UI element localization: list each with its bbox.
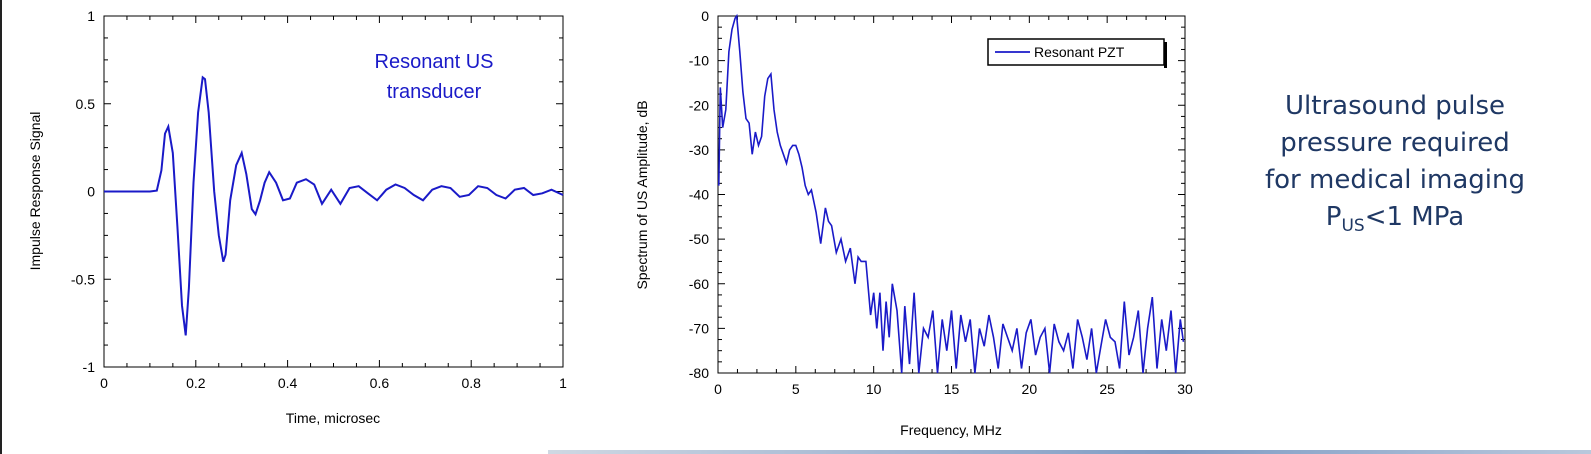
note-line-4: PUS<1 MPa bbox=[1200, 199, 1590, 236]
tick-group bbox=[717, 15, 1186, 374]
y-axis-label: Impulse Response Signal bbox=[27, 112, 43, 271]
x-tick-label: 25 bbox=[1099, 381, 1115, 397]
x-tick-label: 10 bbox=[866, 381, 882, 397]
y-tick-label: -20 bbox=[689, 97, 709, 113]
pressure-symbol: P bbox=[1325, 202, 1342, 232]
x-tick-label: 15 bbox=[944, 381, 960, 397]
y-tick-label: -70 bbox=[689, 320, 709, 336]
x-tick-label: 0.8 bbox=[461, 375, 481, 391]
note-line-1: Ultrasound pulse bbox=[1285, 91, 1505, 121]
y-tick-label: -30 bbox=[689, 142, 709, 158]
y-tick-label: -50 bbox=[689, 231, 709, 247]
y-tick-label: -60 bbox=[689, 276, 709, 292]
x-tick-label: 5 bbox=[792, 381, 800, 397]
y-tick-label: 0 bbox=[87, 184, 95, 200]
y-tick-label: -10 bbox=[689, 53, 709, 69]
x-tick-label: 0.6 bbox=[370, 375, 390, 391]
y-tick-label: -0.5 bbox=[71, 271, 95, 287]
y-tick-label: 0.5 bbox=[76, 96, 96, 112]
y-tick-label: 0 bbox=[701, 8, 709, 24]
series-line bbox=[104, 75, 564, 336]
x-tick-label: 0 bbox=[100, 375, 108, 391]
x-tick-label: 0.4 bbox=[278, 375, 298, 391]
side-note: Ultrasound pulse pressure required for m… bbox=[1200, 88, 1590, 236]
x-tick-label: 30 bbox=[1177, 381, 1193, 397]
legend-shadow bbox=[1164, 42, 1167, 68]
legend-label: Resonant PZT bbox=[1034, 44, 1125, 60]
x-tick-label: 1 bbox=[559, 375, 567, 391]
y-tick-label: 1 bbox=[87, 8, 95, 24]
pressure-subscript: US bbox=[1341, 216, 1365, 237]
y-axis-label: Spectrum of US Amplitude, dB bbox=[634, 100, 650, 289]
chart-impulse-response: 0 0.2 0.4 0.6 0.8 1 1 0.5 0 -0.5 -1 Time, microsec… bbox=[27, 8, 567, 426]
x-tick-label: 0.2 bbox=[186, 375, 206, 391]
y-tick-label: -80 bbox=[689, 365, 709, 381]
annotation-line-1: Resonant US bbox=[375, 51, 494, 73]
left-border-line bbox=[0, 0, 2, 454]
series-line bbox=[718, 13, 1185, 374]
legend: Resonant PZT bbox=[987, 38, 1167, 68]
x-axis-label: Time, microsec bbox=[286, 410, 380, 426]
x-tick-label: 20 bbox=[1022, 381, 1038, 397]
y-tick-label: -1 bbox=[83, 359, 96, 375]
note-line-3: for medical imaging bbox=[1265, 165, 1525, 195]
annotation-line-2: transducer bbox=[387, 81, 482, 103]
bottom-accent-band bbox=[548, 450, 1591, 454]
x-tick-label: 0 bbox=[714, 381, 722, 397]
note-line-2: pressure required bbox=[1280, 128, 1510, 158]
x-axis-label: Frequency, MHz bbox=[900, 422, 1002, 438]
tick-label-group: 0 0.2 0.4 0.6 0.8 1 1 0.5 0 -0.5 -1 bbox=[71, 8, 567, 391]
tick-label-group: 0 5 10 15 20 25 30 0 -10 -20 -30 -40 -50 -60 -70 -80 bbox=[689, 8, 1193, 397]
chart-spectrum: 0 5 10 15 20 25 30 0 -10 -20 -30 -40 -50 -60 -70 -80 Fr… bbox=[634, 8, 1193, 438]
y-tick-label: -40 bbox=[689, 187, 709, 203]
pressure-limit: <1 MPa bbox=[1364, 202, 1465, 232]
